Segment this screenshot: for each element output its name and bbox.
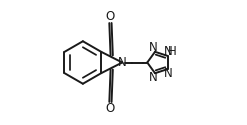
- Text: N: N: [118, 56, 127, 69]
- Text: N: N: [149, 41, 158, 54]
- Text: N: N: [164, 67, 173, 80]
- Text: O: O: [106, 102, 115, 115]
- Text: O: O: [106, 10, 115, 23]
- Text: N: N: [164, 45, 173, 58]
- Text: N: N: [149, 71, 158, 84]
- Text: H: H: [168, 45, 177, 58]
